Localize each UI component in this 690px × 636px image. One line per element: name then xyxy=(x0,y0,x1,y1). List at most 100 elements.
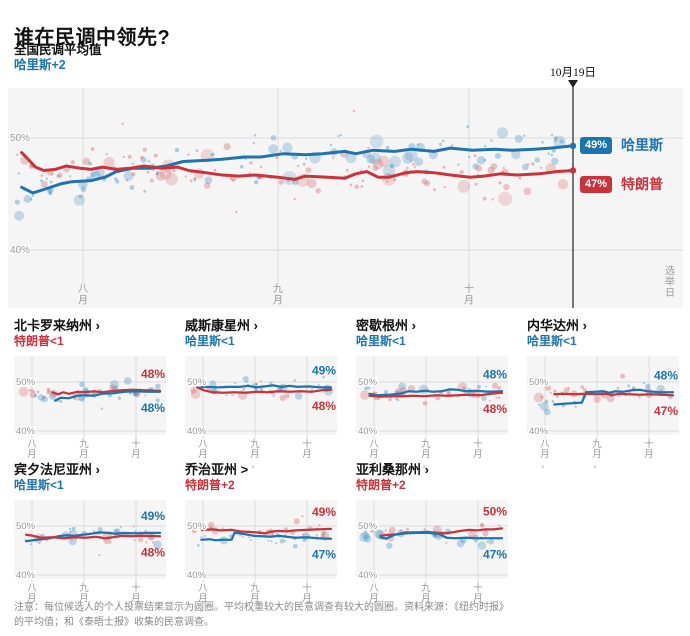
state-lead-georgia: 特朗普+2 xyxy=(185,478,235,492)
x-axis-month-label: 月 xyxy=(27,449,37,460)
trump-average-line xyxy=(200,527,333,535)
y-axis-tick: 50% xyxy=(358,377,378,388)
x-axis-month-label: 。 xyxy=(371,462,378,469)
state-link-wisconsin[interactable]: 威斯康星州 › xyxy=(185,318,258,333)
state-chart-wisconsin: 50% 40% 八月。 九月。 十月 49% 48% xyxy=(185,354,337,470)
x-axis-month-label: 。 xyxy=(594,462,601,469)
state-chart-north-carolina: 50% 40% 八月。 九月。 十月 48% 48% xyxy=(14,354,166,470)
x-axis-month-label: 八 xyxy=(198,439,208,450)
harris-name-label: 哈里斯 xyxy=(621,137,663,153)
x-axis-month-label: 。 xyxy=(29,606,36,613)
trump-average-line xyxy=(553,392,675,397)
state-end-value-label: 50% xyxy=(483,504,507,518)
x-axis-month-label: 九 xyxy=(79,582,89,594)
y-axis-tick: 50% xyxy=(358,521,378,532)
state-link-arizona[interactable]: 亚利桑那州 › xyxy=(356,462,429,477)
state-link-georgia[interactable]: 乔治亚州 > xyxy=(185,462,249,477)
state-card-arizona: 亚利桑那州 › 特朗普+2 50% 40% 八月。九月。十月 50% 47% xyxy=(356,462,516,614)
footnote: 注意：每位候选人的个人投票结果显示为圆圈。平均权重较大的民意调查有较大的圆圈。资… xyxy=(14,600,674,630)
marker-triangle-icon xyxy=(568,80,578,88)
y-axis-tick: 40% xyxy=(10,245,30,256)
x-axis-month-label: 。 xyxy=(200,606,207,613)
state-end-value-label: 48% xyxy=(654,368,678,382)
page-title: 谁在民调中领先? xyxy=(14,27,171,50)
state-end-value-label: 48% xyxy=(312,399,336,413)
x-axis-month-label: 八 xyxy=(27,583,37,594)
date-marker-label: 10月19日 xyxy=(550,67,596,79)
y-axis-tick: 40% xyxy=(358,570,378,581)
state-link-north-carolina[interactable]: 北卡罗来纳州 › xyxy=(14,318,100,333)
x-axis-month-label: 月 xyxy=(421,593,431,604)
x-axis-month-label: 八 xyxy=(369,439,379,450)
state-end-value-label: 48% xyxy=(483,402,507,416)
harris-average-line xyxy=(24,531,162,543)
state-card-north-carolina: 北卡罗来纳州 › 特朗普<1 50% 40% 八月。 九月。 十月 48% 48% xyxy=(14,318,174,470)
harris-average-line xyxy=(368,388,504,397)
state-card-michigan: 密歇根州 › 哈里斯<1 50% 40% 八月。 九月。 十月 48% 48% xyxy=(356,318,516,470)
harris-average-line xyxy=(200,531,333,542)
line-end-dot xyxy=(569,167,577,174)
x-axis-month-label: 九 xyxy=(79,438,89,450)
state-link-nevada[interactable]: 内华达州 › xyxy=(527,318,587,333)
x-axis-month-label: 。 xyxy=(423,462,430,469)
harris-average-line xyxy=(195,384,333,389)
x-axis-month-label: 月 xyxy=(369,593,379,604)
x-axis-month-label: 月 xyxy=(79,593,89,604)
y-axis-tick: 50% xyxy=(529,377,549,388)
harris-average-line xyxy=(53,390,162,402)
x-axis-month-label: 十 xyxy=(131,582,141,594)
footnote-line-1: 注意：每位候选人的个人投票结果显示为圆圈。平均权重较大的民意调查有较大的圆圈。资… xyxy=(14,602,509,613)
trump-average-line xyxy=(195,386,333,394)
x-axis-month-label: 十 xyxy=(302,438,312,450)
x-axis-month-label: 十 xyxy=(302,582,312,594)
x-axis-month-label: 月 xyxy=(27,593,37,604)
state-link-pennsylvania[interactable]: 宾夕法尼亚州 › xyxy=(14,462,100,477)
x-axis-month-label: 。 xyxy=(371,606,378,613)
x-axis-month-label: 。 xyxy=(423,606,430,613)
x-axis-month-label: 月 xyxy=(131,449,141,460)
y-axis-tick: 40% xyxy=(187,570,207,581)
harris-score-badge: 49% xyxy=(580,137,613,154)
line-end-dot xyxy=(569,142,577,150)
x-axis-month-label: 月 xyxy=(592,449,602,460)
national-lead-label: 哈里斯+2 xyxy=(14,58,66,72)
x-axis-month-label: 十 xyxy=(473,582,483,594)
x-axis-month-label: 十 xyxy=(131,438,141,450)
harris-average-line xyxy=(20,144,575,195)
state-link-michigan[interactable]: 密歇根州 › xyxy=(356,318,416,333)
y-axis-tick: 50% xyxy=(16,377,36,388)
y-axis-tick: 40% xyxy=(16,570,36,581)
x-axis-month-label: 十 xyxy=(464,282,474,295)
trump-average-line xyxy=(24,533,162,540)
x-axis-month-label: 。 xyxy=(252,606,259,613)
x-axis-month-label: 月 xyxy=(464,295,474,307)
x-axis-month-label: 九 xyxy=(273,283,283,295)
x-axis-month-label: 九 xyxy=(250,582,260,594)
x-axis-month-label: 月 xyxy=(302,449,312,460)
state-end-value-label: 49% xyxy=(312,505,336,519)
y-axis-tick: 50% xyxy=(16,521,36,532)
footnote-line-2: 的平均值；和《泰晤士报》收集的民意调查。 xyxy=(14,617,214,628)
x-axis-month-label: 八 xyxy=(369,583,379,594)
state-lead-pennsylvania: 哈里斯<1 xyxy=(14,478,64,492)
state-lead-arizona: 特朗普+2 xyxy=(356,478,406,492)
y-axis-tick: 40% xyxy=(358,426,378,437)
state-end-value-label: 48% xyxy=(141,545,165,559)
x-axis-month-label: 九 xyxy=(250,438,260,450)
x-axis-month-label: 月 xyxy=(78,295,88,307)
x-axis-month-label: 八 xyxy=(198,583,208,594)
state-chart-nevada: 50% 40% 八月。 九月。 十月 48% 47% xyxy=(527,354,679,470)
y-axis-tick: 50% xyxy=(187,377,207,388)
x-axis-month-label: 。 xyxy=(252,462,259,469)
x-axis-month-label: 月 xyxy=(273,295,283,307)
trump-average-line xyxy=(368,391,504,398)
x-axis-month-label: 。 xyxy=(29,462,36,469)
state-lead-wisconsin: 哈里斯<1 xyxy=(185,334,235,348)
state-card-pennsylvania: 宾夕法尼亚州 › 哈里斯<1 50% 40% 八月。九月。十月 49% 48% xyxy=(14,462,174,614)
y-axis-tick: 40% xyxy=(187,426,207,437)
x-axis-month-label: 。 xyxy=(200,462,207,469)
x-axis-month-label: 八 xyxy=(27,439,37,450)
x-axis-month-label: 月 xyxy=(198,449,208,460)
state-chart-pennsylvania: 50% 40% 八月。 九月。 十月 49% 48% xyxy=(14,498,166,614)
